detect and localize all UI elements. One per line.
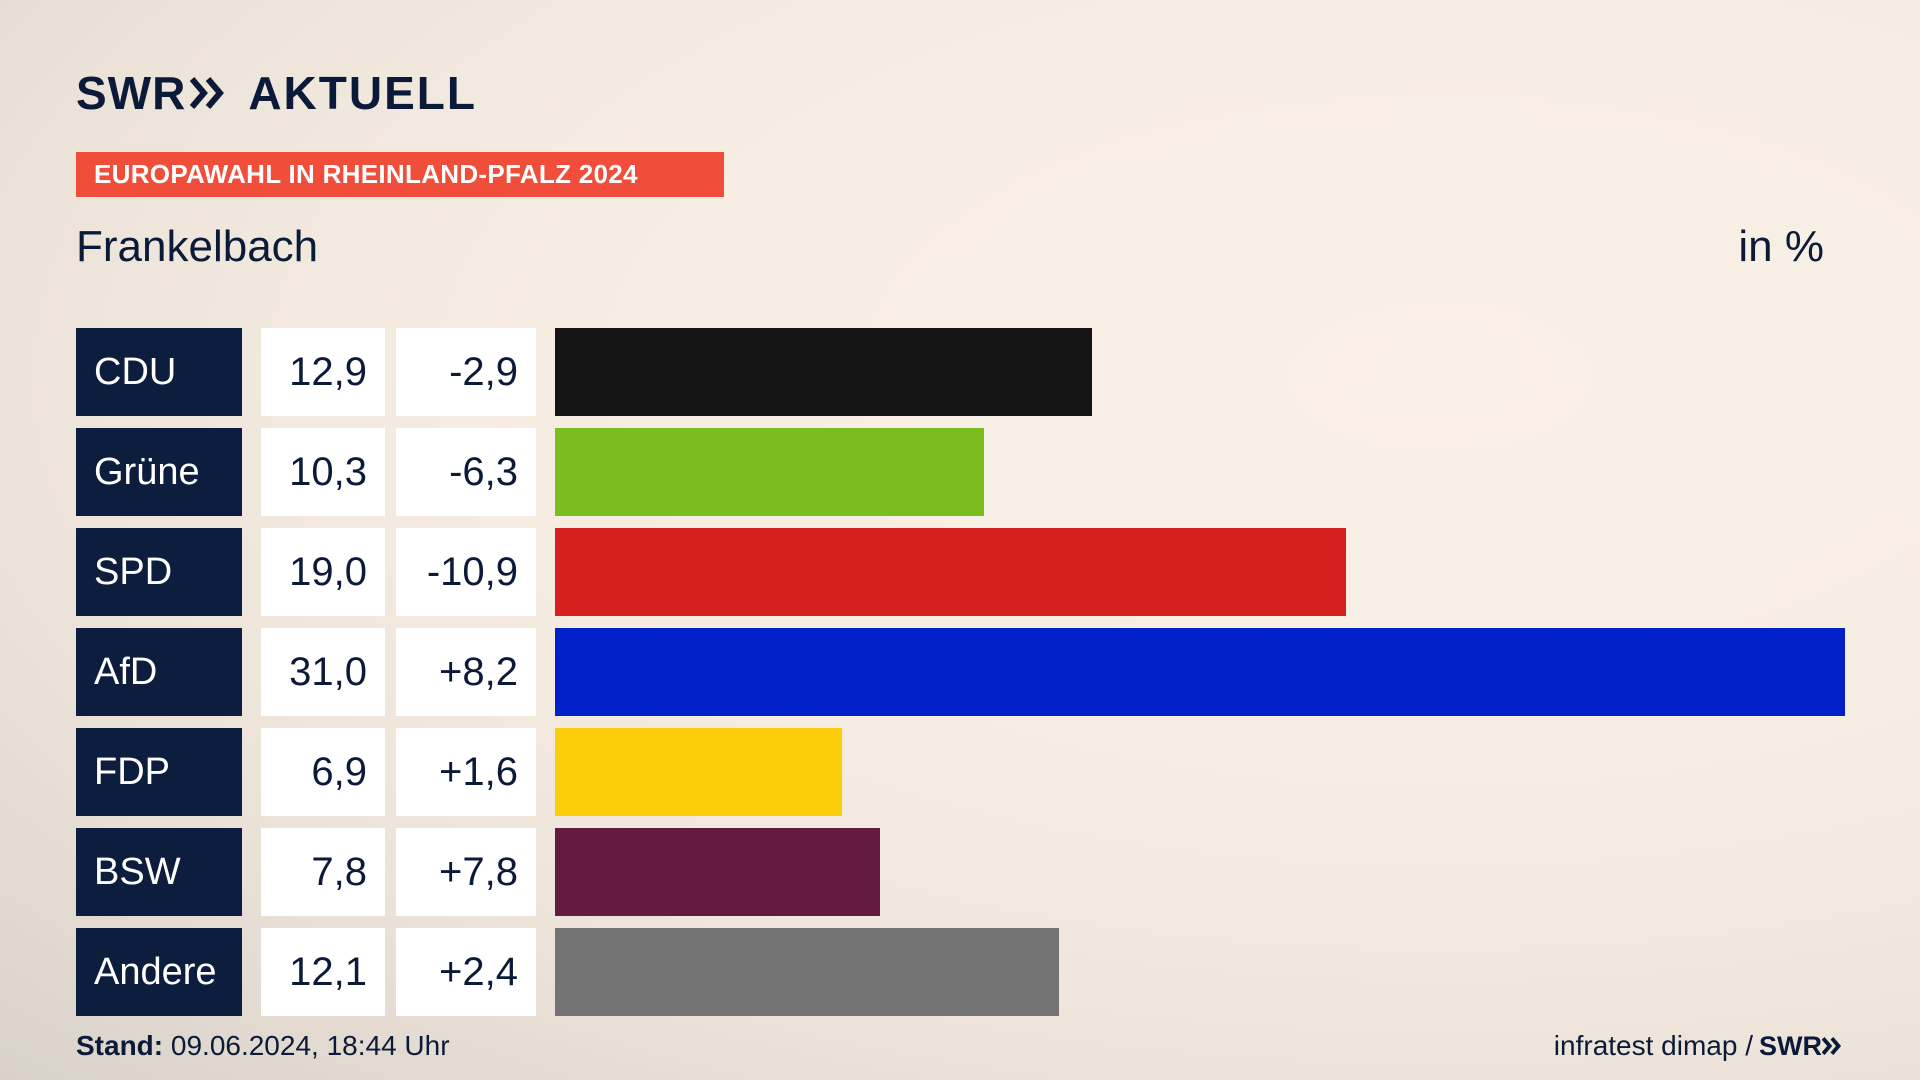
result-row: Grüne 10,3 -6,3 [0,428,1920,516]
vote-change-value: -6,3 [396,428,536,516]
swr-logo: SWR [76,66,230,120]
party-label: Grüne [76,428,242,516]
stand-value: 09.06.2024, 18:44 Uhr [163,1030,450,1061]
vote-share-value: 6,9 [261,728,385,816]
vote-share-bar [555,628,1845,716]
place-title: Frankelbach [76,222,319,271]
vote-share-bar [555,728,843,816]
swr-small-logo-text: SWR [1759,1030,1822,1061]
vote-share-value: 7,8 [261,828,385,916]
vote-change-value: -2,9 [396,328,536,416]
party-label: AfD [76,628,242,716]
party-label: FDP [76,728,242,816]
result-row: SPD 19,0 -10,9 [0,528,1920,616]
double-chevron-icon [1822,1037,1842,1055]
party-label: BSW [76,828,242,916]
vote-share-bar [555,528,1346,616]
vote-share-bar [555,328,1092,416]
result-row: BSW 7,8 +7,8 [0,828,1920,916]
vote-share-bar [555,928,1059,1016]
vote-share-value: 12,9 [261,328,385,416]
vote-change-value: -10,9 [396,528,536,616]
swr-small-logo: SWR [1759,1031,1844,1062]
result-row: CDU 12,9 -2,9 [0,328,1920,416]
brand-logo: SWR AKTUELL [76,66,477,120]
stand-label: Stand: [76,1030,164,1061]
vote-share-bar [555,828,880,916]
vote-share-value: 31,0 [261,628,385,716]
party-label: SPD [76,528,242,616]
double-chevron-icon [190,77,225,109]
vote-change-value: +2,4 [396,928,536,1016]
party-label: CDU [76,328,242,416]
vote-share-bar [555,428,984,516]
result-row: AfD 31,0 +8,2 [0,628,1920,716]
unit-label: in % [1738,222,1824,271]
swr-logo-text: SWR [76,67,187,119]
source-credit: infratest dimap / SWR [1554,1030,1844,1062]
vote-share-value: 12,1 [261,928,385,1016]
result-row: FDP 6,9 +1,6 [0,728,1920,816]
vote-share-value: 10,3 [261,428,385,516]
vote-change-value: +7,8 [396,828,536,916]
vote-change-value: +8,2 [396,628,536,716]
brand-title: AKTUELL [248,67,477,119]
election-banner: EUROPAWAHL IN RHEINLAND-PFALZ 2024 [76,152,724,197]
vote-share-value: 19,0 [261,528,385,616]
result-row: Andere 12,1 +2,4 [0,928,1920,1016]
vote-change-value: +1,6 [396,728,536,816]
timestamp: Stand: 09.06.2024, 18:44 Uhr [76,1030,450,1062]
party-label: Andere [76,928,242,1016]
source-text: infratest dimap / [1553,1030,1753,1061]
